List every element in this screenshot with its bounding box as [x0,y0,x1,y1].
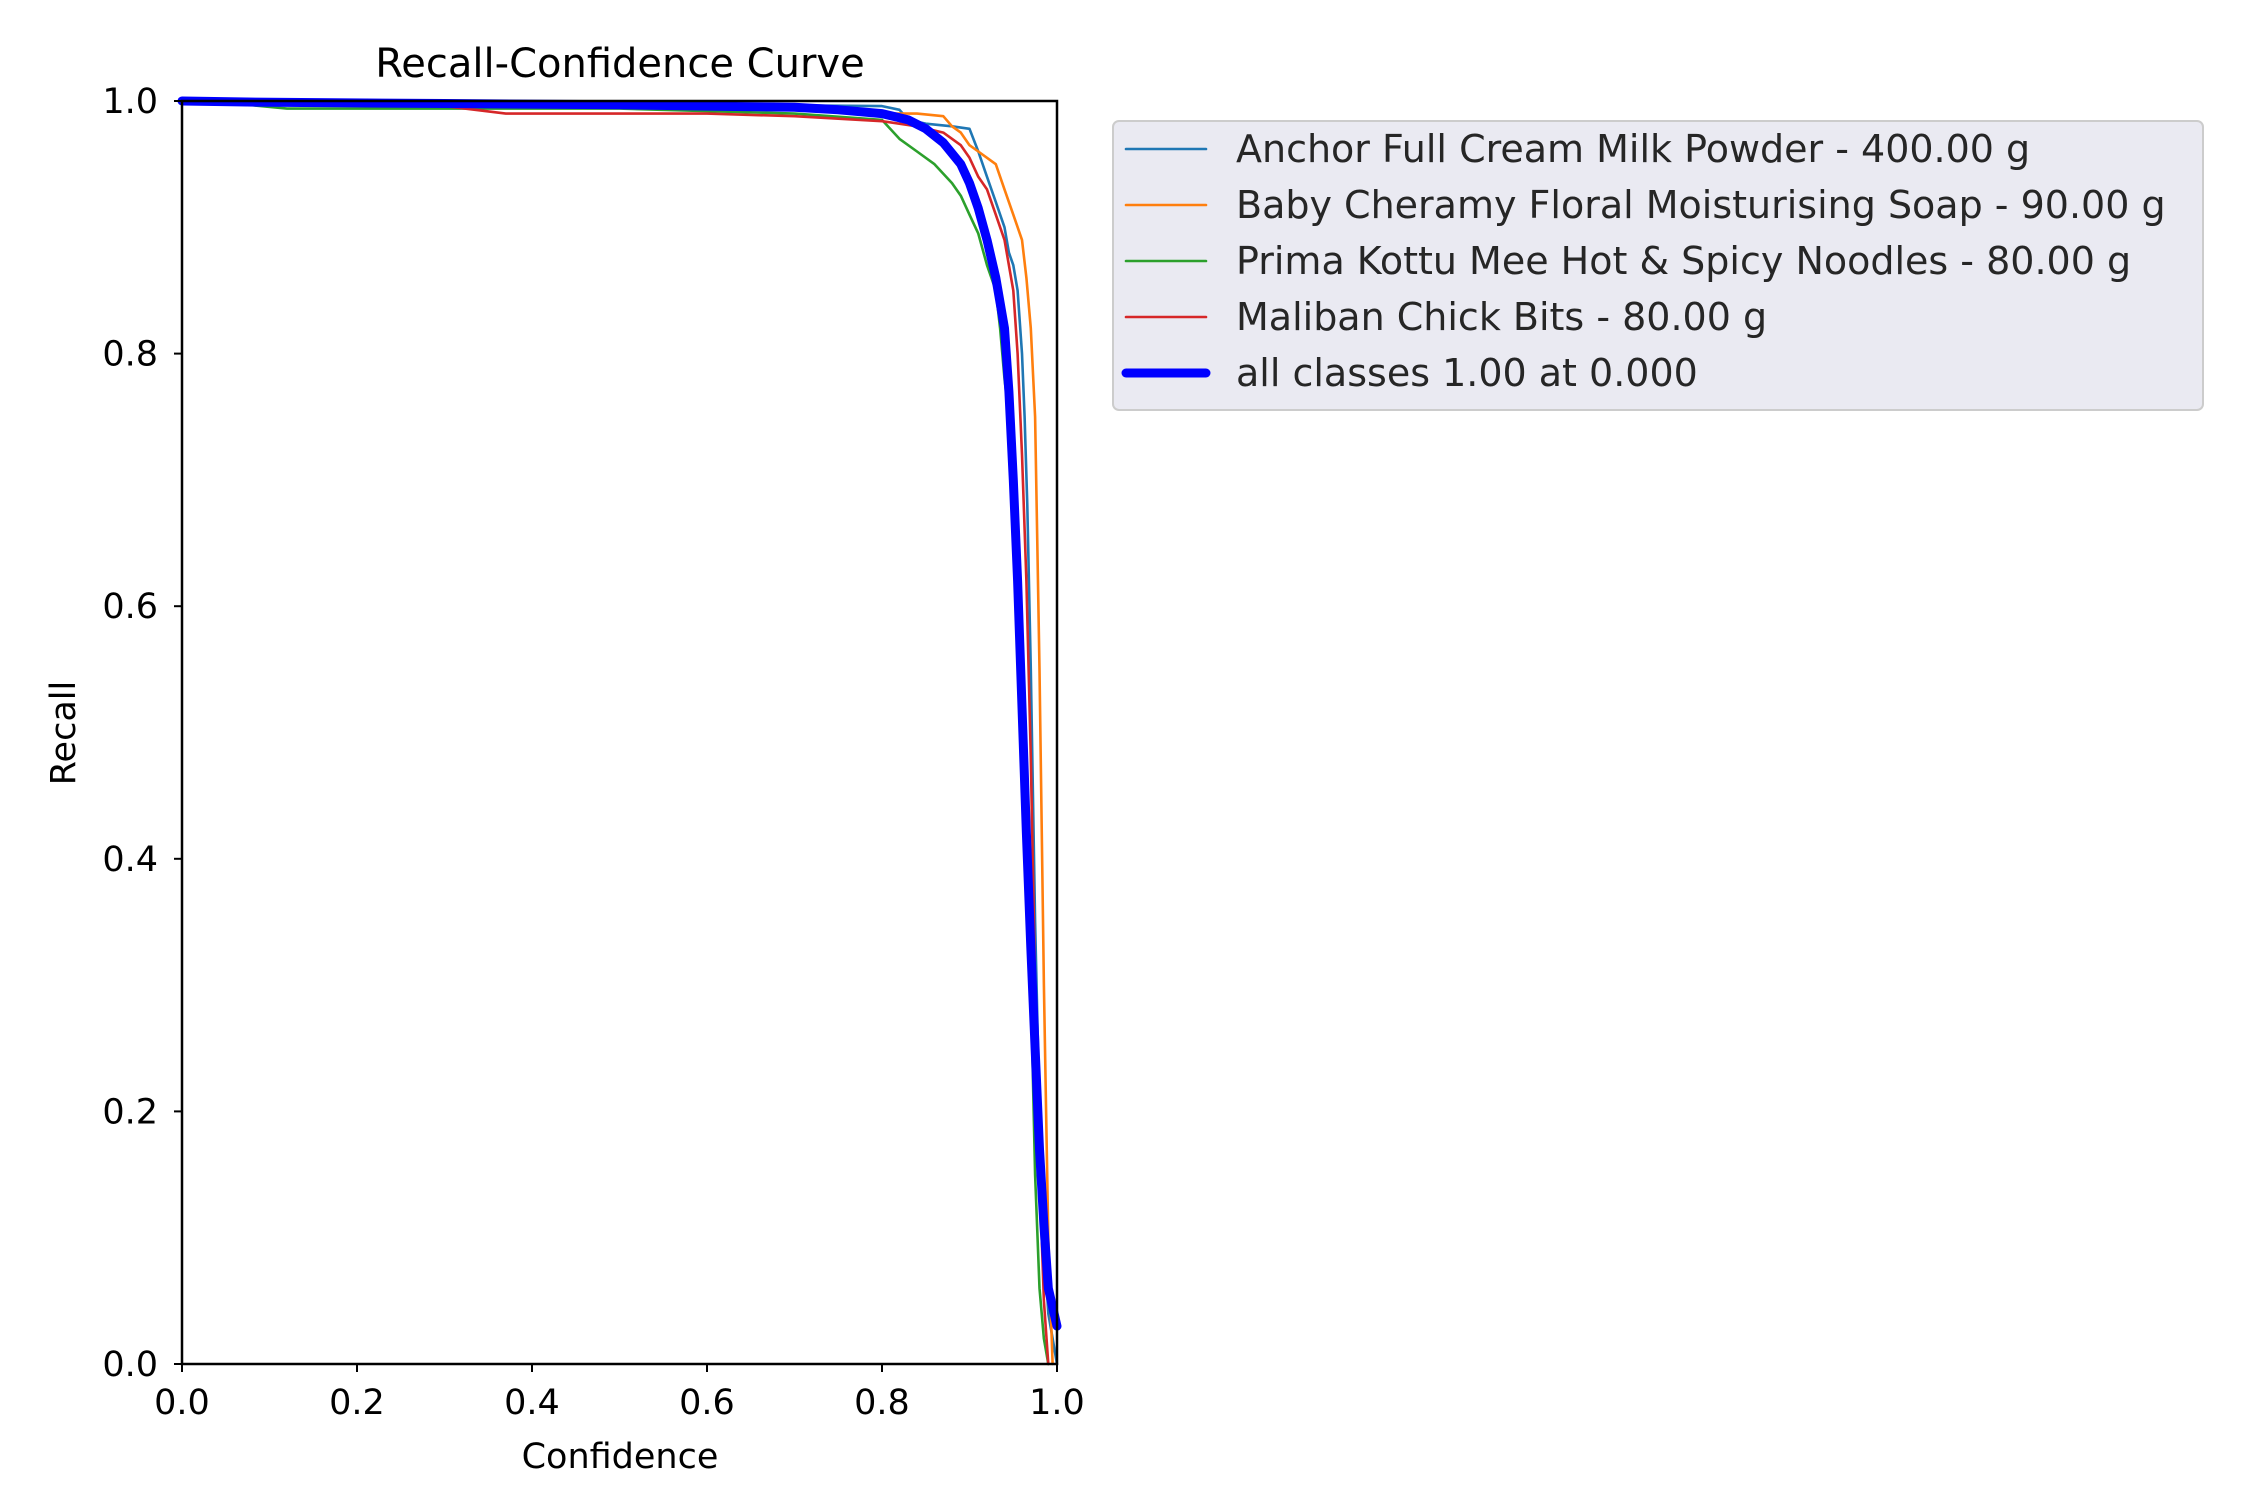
legend-box [1112,120,2204,411]
series-line-4 [177,96,1062,1331]
y-tick-label: 0.0 [102,1345,158,1385]
y-axis-label: Recall [44,681,84,785]
series-line-2 [180,99,1050,1366]
series-line-1 [180,99,1054,1366]
legend-label-2: Prima Kottu Mee Hot & Spicy Noodles - 80… [1236,239,2131,283]
legend-label-1: Baby Cheramy Floral Moisturising Soap - … [1236,183,2166,227]
series-line-0 [180,99,1059,1366]
series-line-3 [180,99,1050,1366]
x-tick-label: 0.6 [679,1383,735,1423]
x-tick-label: 0.8 [854,1383,910,1423]
legend-label-0: Anchor Full Cream Milk Powder - 400.00 g [1236,127,2030,171]
legend: Anchor Full Cream Milk Powder - 400.00 g… [1112,120,2204,411]
y-tick-label: 0.8 [102,335,158,375]
legend-label-4: all classes 1.00 at 0.000 [1236,351,1698,395]
y-tick-label: 1.0 [102,82,158,122]
y-tick-label: 0.2 [102,1092,158,1132]
chart-title: Recall-Confidence Curve [375,41,864,87]
plot-frame [180,99,1059,1366]
legend-label-3: Maliban Chick Bits - 80.00 g [1236,295,1767,339]
x-tick-label: 0.2 [329,1383,385,1423]
x-tick-label: 1.0 [1029,1383,1085,1423]
x-tick-label: 0.0 [154,1383,210,1423]
y-axis: 0.0 0.2 0.4 0.6 0.8 1.0 [102,82,182,1385]
y-tick-label: 0.4 [102,840,158,880]
x-axis-label: Confidence [522,1437,719,1477]
series-layer [177,96,1062,1366]
x-axis: 0.0 0.2 0.4 0.6 0.8 1.0 [154,1364,1085,1423]
y-tick-label: 0.6 [102,587,158,627]
x-tick-label: 0.4 [504,1383,560,1423]
